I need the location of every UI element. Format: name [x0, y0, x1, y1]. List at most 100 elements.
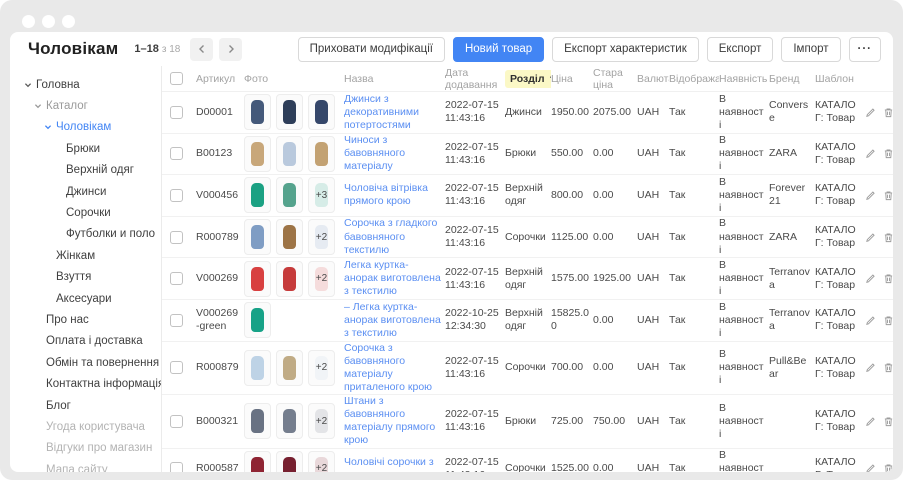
column-header[interactable]: Наявність — [719, 72, 768, 85]
product-name-link[interactable]: – Легка куртка-анорак виготовлена з текс… — [344, 300, 441, 339]
sidebar-item[interactable]: Чоловікам — [10, 117, 161, 138]
row-checkbox[interactable] — [170, 272, 183, 286]
prev-page-button[interactable] — [190, 37, 214, 61]
more-photos-badge[interactable]: +2 — [308, 403, 335, 440]
edit-button[interactable] — [865, 315, 876, 326]
sorted-column-header[interactable]: Розділ — [505, 69, 551, 88]
product-photo[interactable] — [244, 349, 271, 386]
row-checkbox[interactable] — [170, 230, 183, 244]
product-photo[interactable] — [244, 450, 271, 472]
export-button[interactable]: Експорт — [706, 36, 774, 62]
product-photo[interactable] — [276, 94, 303, 131]
product-name-link[interactable]: Штани з бавовняного матеріалу прямого кр… — [344, 395, 436, 447]
product-photo[interactable] — [276, 219, 303, 256]
row-checkbox[interactable] — [170, 313, 183, 327]
sidebar-item[interactable]: Верхній одяг — [10, 160, 161, 181]
export-characteristics-button[interactable]: Експорт характеристик — [552, 36, 699, 62]
import-button[interactable]: Імпорт — [781, 36, 841, 62]
product-photo[interactable] — [276, 450, 303, 472]
window-control-dot[interactable] — [22, 15, 35, 28]
row-checkbox[interactable] — [170, 361, 183, 375]
sidebar-item[interactable]: Відгуки про магазин — [10, 438, 161, 459]
sidebar-item[interactable]: Блог — [10, 395, 161, 416]
edit-button[interactable] — [865, 416, 876, 427]
row-checkbox[interactable] — [170, 188, 183, 202]
sidebar-item[interactable]: Брюки — [10, 138, 161, 159]
delete-button[interactable] — [883, 107, 893, 118]
delete-button[interactable] — [883, 315, 893, 326]
sidebar-item[interactable]: Обмін та повернення — [10, 352, 161, 373]
edit-button[interactable] — [865, 463, 876, 472]
sidebar-item[interactable]: Аксесуари — [10, 288, 161, 309]
column-header[interactable]: Назва — [344, 72, 374, 85]
product-name-link[interactable]: Сорочка з гладкого бавовняного текстилю — [344, 217, 438, 256]
column-header[interactable]: Розділ — [505, 69, 551, 88]
product-photo[interactable] — [276, 177, 303, 214]
sidebar-item[interactable]: Про нас — [10, 309, 161, 330]
window-control-dot[interactable] — [62, 15, 75, 28]
column-header[interactable]: Фото — [244, 72, 269, 85]
column-header[interactable]: Шаблон — [815, 72, 854, 85]
delete-button[interactable] — [883, 148, 893, 159]
product-name-link[interactable]: Чоловіча вітрівка прямого крою — [344, 182, 428, 208]
edit-button[interactable] — [865, 148, 876, 159]
more-photos-badge[interactable]: +2 — [308, 219, 335, 256]
sidebar-item[interactable]: Контактна інформація — [10, 373, 161, 394]
product-photo[interactable] — [244, 219, 271, 256]
column-header[interactable]: Ціна — [551, 72, 573, 85]
product-photo[interactable] — [308, 94, 335, 131]
delete-button[interactable] — [883, 362, 893, 373]
product-photo[interactable] — [276, 260, 303, 297]
delete-button[interactable] — [883, 416, 893, 427]
window-control-dot[interactable] — [42, 15, 55, 28]
edit-button[interactable] — [865, 362, 876, 373]
product-photo[interactable] — [244, 94, 271, 131]
product-photo[interactable] — [244, 302, 271, 339]
edit-button[interactable] — [865, 190, 876, 201]
column-header[interactable]: Артикул — [196, 72, 236, 85]
sidebar-item[interactable]: Футболки и поло — [10, 224, 161, 245]
sidebar-item[interactable]: Угода користувача — [10, 416, 161, 437]
edit-button[interactable] — [865, 273, 876, 284]
product-photo[interactable] — [308, 135, 335, 172]
sidebar-item[interactable]: Мапа сайту — [10, 459, 161, 472]
new-product-button[interactable]: Новий товар — [452, 36, 545, 62]
select-all-checkbox[interactable] — [170, 72, 183, 85]
sidebar-item[interactable]: Жінкам — [10, 245, 161, 266]
delete-button[interactable] — [883, 190, 893, 201]
next-page-button[interactable] — [219, 37, 243, 61]
product-photo[interactable] — [276, 403, 303, 440]
column-header[interactable]: Дата додавання — [445, 66, 498, 91]
more-photos-badge[interactable]: +2 — [308, 450, 335, 472]
column-header[interactable]: Стара ціна — [593, 66, 623, 91]
column-header[interactable]: Відображати — [669, 72, 719, 85]
sidebar-item[interactable]: Головна — [10, 74, 161, 95]
product-photo[interactable] — [244, 403, 271, 440]
more-photos-badge[interactable]: +3 — [308, 177, 335, 214]
edit-button[interactable] — [865, 232, 876, 243]
sidebar-item[interactable]: Джинси — [10, 181, 161, 202]
edit-button[interactable] — [865, 107, 876, 118]
product-name-link[interactable]: Чиноси з бавовняного матеріалу — [344, 134, 406, 173]
sidebar-item[interactable]: Оплата і доставка — [10, 331, 161, 352]
row-checkbox[interactable] — [170, 462, 183, 472]
delete-button[interactable] — [883, 232, 893, 243]
product-photo[interactable] — [276, 135, 303, 172]
product-photo[interactable] — [244, 260, 271, 297]
row-checkbox[interactable] — [170, 414, 183, 428]
product-photo[interactable] — [276, 349, 303, 386]
row-checkbox[interactable] — [170, 147, 183, 161]
sidebar-item[interactable]: Взуття — [10, 267, 161, 288]
product-name-link[interactable]: Сорочка з бавовняного матеріалу притален… — [344, 341, 433, 393]
delete-button[interactable] — [883, 463, 893, 472]
product-name-link[interactable]: Чоловічі сорочки з легкого текстилю — [344, 455, 434, 472]
product-name-link[interactable]: Легка куртка-анорак виготовлена з тексти… — [344, 258, 441, 298]
column-header[interactable]: Валюта — [637, 72, 669, 85]
hide-modifications-button[interactable]: Приховати модифікації — [297, 36, 445, 62]
product-name-link[interactable]: Джинси з декоративними потертостями — [344, 92, 419, 131]
product-photo[interactable] — [244, 177, 271, 214]
delete-button[interactable] — [883, 273, 893, 284]
row-checkbox[interactable] — [170, 105, 183, 119]
sidebar-item[interactable]: Каталог — [10, 95, 161, 116]
sidebar-item[interactable]: Сорочки — [10, 202, 161, 223]
